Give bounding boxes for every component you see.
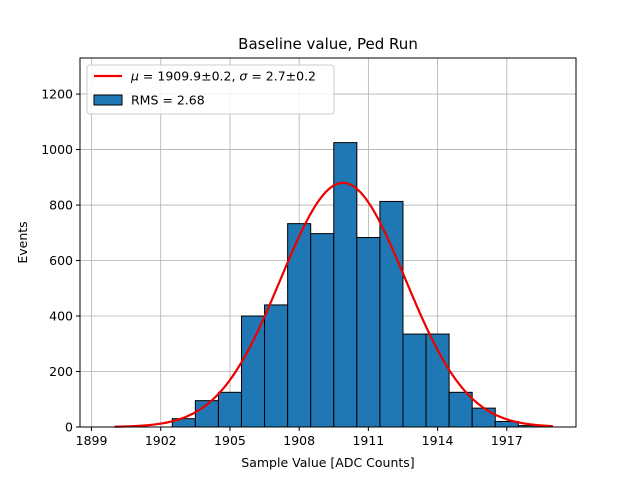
y-tick-label: 200	[49, 364, 73, 379]
x-tick-label: 1905	[214, 433, 246, 448]
x-tick-label: 1917	[491, 433, 523, 448]
histogram-bar	[310, 233, 335, 428]
y-tick-label: 600	[49, 253, 73, 268]
histogram-bar	[379, 200, 404, 428]
chart-title: Baseline value, Ped Run	[238, 35, 418, 53]
x-tick-label: 1899	[76, 433, 108, 448]
x-tick-label: 1914	[422, 433, 454, 448]
histogram-bar	[471, 407, 496, 428]
gaussian-fit	[114, 181, 553, 428]
legend-fit-label: μ = 1909.9±0.2, σ = 2.7±0.2	[130, 69, 316, 84]
x-axis-ticks: 1899 1902 1905 1908 1911 1914 1917	[76, 427, 523, 448]
legend-histogram-label: RMS = 2.68	[131, 93, 205, 108]
x-axis-label: Sample Value [ADC Counts]	[241, 455, 414, 470]
x-tick-label: 1902	[145, 433, 177, 448]
legend-histogram-swatch	[93, 94, 123, 106]
histogram-bar	[240, 315, 266, 428]
y-tick-label: 0	[65, 420, 73, 435]
x-tick-label: 1911	[352, 433, 384, 448]
legend-box	[86, 64, 335, 115]
y-tick-label: 1200	[41, 87, 73, 102]
histogram-bars	[171, 142, 542, 428]
y-axis-label: Events	[15, 221, 30, 263]
y-tick-label: 800	[49, 198, 73, 213]
fit-curve	[114, 181, 553, 428]
y-tick-label: 400	[49, 309, 73, 324]
y-tick-label: 1000	[41, 142, 73, 157]
histogram-bar	[356, 237, 381, 428]
histogram-bar	[264, 304, 289, 428]
histogram-bar	[448, 391, 473, 428]
histogram-bar	[217, 391, 242, 428]
axes-frame	[79, 57, 577, 428]
y-axis-ticks: 0 200 400 600 800 1000 1200	[41, 87, 80, 435]
histogram-bar	[402, 333, 427, 428]
x-tick-label: 1908	[283, 433, 315, 448]
legend: μ = 1909.9±0.2, σ = 2.7±0.2 RMS = 2.68	[86, 64, 335, 115]
